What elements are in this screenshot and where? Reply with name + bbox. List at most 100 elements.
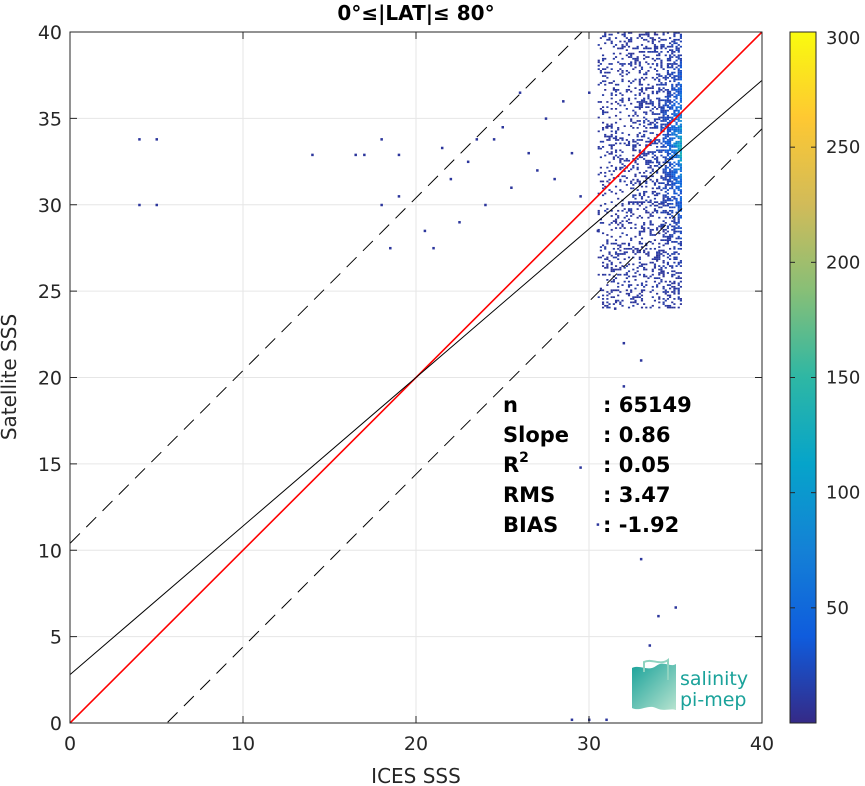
heat-cell (660, 142, 663, 145)
heat-cell (638, 149, 641, 152)
heat-cell (669, 54, 672, 57)
heat-cell (675, 163, 678, 166)
heat-cell (669, 287, 672, 290)
heat-cell (621, 70, 624, 72)
heat-cell (669, 144, 672, 147)
heat-cell (619, 291, 622, 293)
heat-cell (664, 209, 667, 212)
heat-cell (656, 92, 659, 95)
heat-cell (640, 289, 644, 292)
heat-cell (619, 40, 622, 43)
heat-cell (638, 192, 641, 195)
heat-cell (621, 78, 624, 81)
heat-cell (656, 108, 659, 110)
heat-cell (651, 76, 654, 79)
heat-cell (675, 38, 678, 41)
heat-cell (673, 151, 676, 153)
heat-cell (679, 190, 682, 193)
heat-cell (658, 73, 661, 76)
heat-cell (673, 175, 676, 178)
heat-cell (660, 120, 663, 122)
heat-cell (664, 304, 667, 307)
heat-cell (601, 265, 605, 267)
heat-cell (656, 133, 659, 136)
heat-cell (679, 156, 682, 159)
heat-cell (671, 144, 674, 147)
heat-cell (651, 175, 654, 178)
scatter-point (155, 138, 158, 141)
heat-cell (649, 132, 652, 134)
heat-cell (617, 254, 620, 257)
heat-cell (662, 111, 665, 114)
heat-cell (651, 285, 654, 288)
scatter-point (138, 203, 141, 207)
scatter-point (518, 91, 522, 94)
heat-cell (623, 216, 626, 219)
heat-cell (619, 166, 622, 169)
heat-cell (669, 59, 672, 62)
heat-cell (673, 196, 676, 198)
heat-cell (649, 213, 652, 216)
heat-cell (617, 282, 620, 285)
heat-cell (662, 38, 665, 41)
heat-cell (627, 114, 631, 117)
heat-cell (634, 301, 637, 304)
heat-cell (601, 35, 605, 38)
heat-cell (614, 114, 618, 117)
heat-cell (601, 109, 605, 112)
heat-cell (643, 135, 646, 138)
heat-cell (660, 45, 663, 48)
heat-cell (645, 244, 648, 247)
heat-cell (671, 149, 674, 152)
heat-cell (679, 63, 682, 65)
heat-cell (656, 33, 659, 36)
heat-cell (669, 94, 672, 96)
heat-cell (640, 37, 644, 39)
heat-cell (679, 64, 682, 67)
heat-cell (645, 280, 648, 283)
heat-cell (666, 227, 670, 229)
heat-cell (679, 216, 682, 219)
heat-cell (660, 64, 663, 67)
heat-cell (604, 266, 607, 269)
heat-cell (677, 161, 680, 164)
heat-cell (666, 45, 670, 48)
heat-cell (621, 220, 624, 223)
heat-cell (666, 128, 670, 131)
heat-cell (614, 168, 618, 171)
heat-cell (632, 52, 635, 55)
heat-cell (658, 203, 661, 205)
scatter-point (397, 153, 401, 157)
heat-cell (604, 246, 607, 248)
heat-cell (669, 254, 672, 257)
heat-cell (610, 296, 613, 299)
heat-cell (673, 87, 676, 90)
heat-cell (625, 184, 628, 186)
heat-cell (671, 127, 674, 129)
heat-cell (634, 296, 637, 299)
heat-cell (606, 180, 609, 183)
heat-cell (664, 140, 667, 143)
heat-cell (608, 189, 611, 191)
heat-cell (656, 156, 659, 159)
scatter-point (596, 523, 600, 526)
heat-cell (625, 44, 628, 46)
heat-cell (597, 68, 600, 71)
heat-cell (653, 113, 657, 115)
scatter-point (475, 138, 479, 141)
heat-cell (610, 92, 613, 95)
heat-cell (666, 237, 670, 240)
heat-cell (669, 163, 672, 166)
heat-cell (658, 87, 661, 90)
heat-cell (649, 222, 652, 224)
heat-cell (675, 128, 678, 131)
heat-cell (614, 265, 618, 267)
heat-cell (677, 111, 680, 114)
heat-cell (679, 244, 682, 247)
heat-cell (660, 61, 663, 64)
heat-cell (625, 158, 628, 160)
heat-cell (651, 37, 654, 39)
heat-cell (671, 118, 674, 121)
heat-cell (673, 111, 676, 114)
heat-cell (645, 161, 648, 164)
